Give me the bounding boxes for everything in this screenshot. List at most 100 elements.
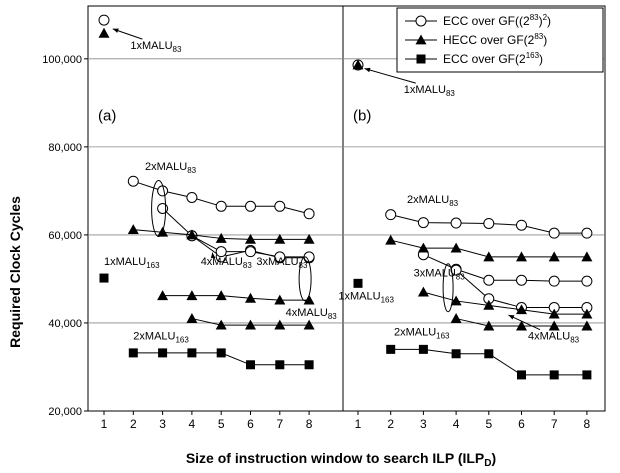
triangle-marker (274, 233, 286, 244)
square-marker (353, 278, 363, 288)
annotation-label: 1xMALU83 (130, 40, 182, 54)
triangle-marker (352, 59, 364, 70)
annotation-label: 2xMALU83 (407, 194, 459, 208)
triangle-marker (215, 290, 227, 301)
circle-marker (516, 274, 527, 286)
x-axis-label-sub: D (484, 458, 491, 469)
x-tick-label: 4 (453, 417, 460, 431)
triangle-marker (450, 295, 462, 306)
circle-marker (274, 200, 286, 212)
annotation-arrowhead (210, 252, 216, 259)
square-marker (582, 370, 592, 380)
circle-marker (245, 246, 256, 258)
square-marker (246, 360, 255, 370)
triangle-marker (186, 313, 198, 323)
square-marker (275, 360, 285, 370)
triangle-marker (548, 308, 560, 319)
data-series-line (353, 278, 363, 288)
triangle-marker (303, 294, 315, 305)
triangle-marker (516, 304, 527, 315)
triangle-marker (385, 234, 397, 245)
triangle-marker (127, 224, 139, 235)
panel-b: (b) 1xMALU83 2xMALU83 3xMALU83 1xMALU163 2xMA… (338, 59, 593, 380)
data-series-line (98, 27, 110, 38)
y-tick-label: 80,000 (48, 142, 82, 154)
x-tick-label: 5 (218, 417, 225, 431)
series-path (423, 291, 587, 315)
data-series-line (127, 224, 315, 244)
data-series-line (99, 273, 109, 283)
panel-label: (a) (98, 107, 116, 124)
triangle-marker (581, 308, 593, 319)
x-tick-label: 8 (584, 417, 591, 431)
circle-marker (581, 275, 593, 287)
data-series-line (417, 286, 593, 319)
x-axis-label: Size of instruction window to search ILP… (186, 450, 496, 469)
circle-marker (157, 185, 169, 197)
annotation-arrowhead (508, 315, 515, 320)
x-tick-label: 4 (189, 417, 196, 431)
annotation-label: 4xMALU83 (286, 307, 338, 321)
square-marker (99, 273, 109, 283)
x-tick-label: 6 (247, 417, 254, 431)
circle-marker (127, 175, 139, 187)
x-axis-label-main: Size of instruction window to search ILP… (186, 450, 484, 466)
circle-marker (303, 208, 315, 220)
data-series-line (186, 313, 315, 330)
data-series-line (352, 59, 364, 70)
triangle-marker (157, 290, 169, 301)
circle-marker (417, 217, 429, 229)
annotation-label: 3xMALU83 (256, 256, 308, 270)
data-series-line (128, 348, 314, 370)
x-tick-label: 5 (485, 417, 492, 431)
annotation-arrowhead (364, 67, 371, 73)
square-marker (484, 349, 494, 359)
circle-marker (548, 227, 560, 239)
annotation-label: 4xMALU83 (528, 331, 580, 345)
annotation-label: 3xMALU83 (414, 267, 466, 281)
annotation-label: 2xMALU83 (145, 161, 197, 175)
triangle-marker (581, 320, 593, 331)
x-tick-label: 1 (101, 417, 108, 431)
circle-marker (483, 217, 495, 229)
triangle-marker (245, 319, 256, 330)
triangle-marker (483, 299, 495, 310)
square-marker (517, 370, 526, 380)
annotation-arrow (508, 314, 541, 331)
triangle-marker (548, 251, 560, 262)
x-tick-label: 8 (306, 417, 313, 431)
legend: ECC over GF((283)2) HECC over GF(283) ECC … (396, 7, 604, 73)
x-axis-label-close: ) (492, 450, 497, 466)
triangle-marker (245, 292, 256, 303)
y-tick-label: 40,000 (48, 318, 82, 330)
data-series-line (385, 209, 593, 239)
triangle-marker (186, 229, 198, 240)
annotation-label: 2xMALU163 (133, 331, 189, 345)
annotation-label: 1xMALU163 (338, 291, 394, 305)
x-tick-label: 7 (551, 417, 558, 431)
y-tick-label: 100,000 (42, 54, 82, 66)
x-tick-label: 3 (420, 417, 427, 431)
annotation-label: 1xMALU83 (404, 84, 456, 98)
triangle-marker (303, 319, 315, 330)
x-tick-label: 6 (518, 417, 525, 431)
group-ellipse (151, 180, 167, 237)
square-marker (158, 348, 168, 358)
triangle-marker (415, 34, 427, 45)
square-marker (549, 370, 559, 380)
square-marker (187, 348, 197, 358)
square-marker (386, 344, 396, 354)
circle-marker (186, 191, 198, 203)
circle-marker (215, 246, 227, 258)
x-tick-label: 7 (276, 417, 283, 431)
x-tick-label: 2 (130, 417, 137, 431)
x-tick-label: 1 (355, 417, 362, 431)
square-marker (216, 348, 226, 358)
data-series-line (450, 313, 593, 331)
triangle-marker (450, 242, 462, 253)
y-tick-label: 20,000 (48, 406, 82, 418)
y-tick-label: 60,000 (48, 230, 82, 242)
panel-label: (b) (353, 107, 371, 124)
